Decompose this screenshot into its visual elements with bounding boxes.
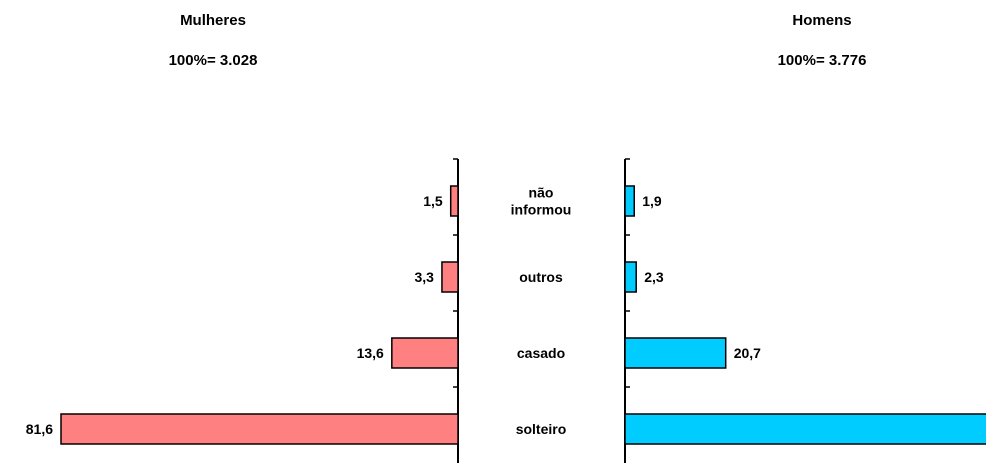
women-bar xyxy=(441,261,459,293)
category-label: outros xyxy=(519,269,563,285)
men-bar xyxy=(624,185,635,217)
men-total-label: 100%= 3.776 xyxy=(777,52,867,69)
women-bar xyxy=(391,337,459,369)
men-value-label: 1,9 xyxy=(642,193,662,209)
women-value-label: 3,3 xyxy=(414,269,434,285)
women-bar xyxy=(60,413,459,445)
women-value-label: 1,5 xyxy=(423,193,443,209)
women-bar xyxy=(449,185,459,217)
men-value-label: 20,7 xyxy=(734,345,761,361)
men-bar xyxy=(624,261,637,293)
category-label: solteiro xyxy=(516,421,567,437)
category-label: casado xyxy=(517,345,565,361)
women-value-label: 13,6 xyxy=(357,345,384,361)
men-series-title: Homens xyxy=(792,12,852,29)
men-value-label: 2,3 xyxy=(644,269,664,285)
category-label: não informou xyxy=(511,185,572,218)
men-bar xyxy=(624,337,727,369)
men-bar xyxy=(624,413,986,445)
women-series-title: Mulheres xyxy=(180,12,246,29)
women-total-label: 100%= 3.028 xyxy=(168,52,258,69)
women-value-label: 81,6 xyxy=(26,421,53,437)
